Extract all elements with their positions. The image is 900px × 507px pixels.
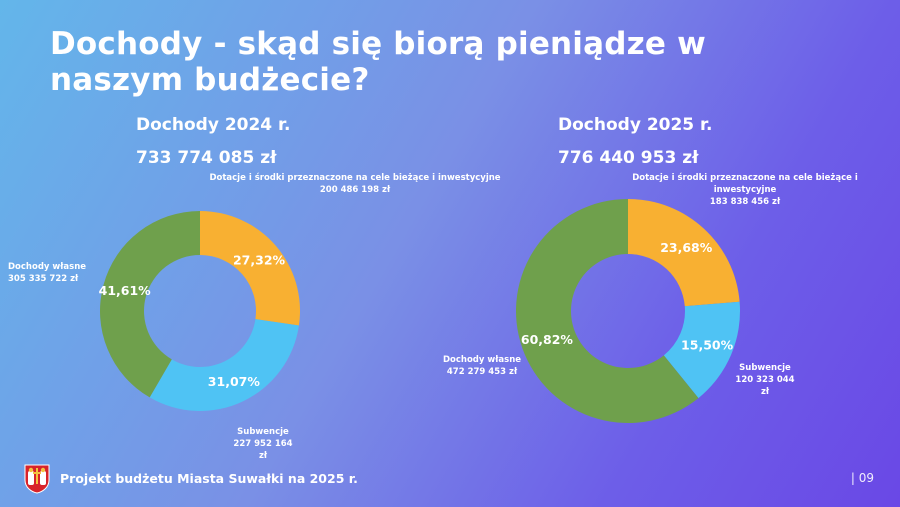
label-name: Dotacje i środki przeznaczone na cele bi… bbox=[209, 173, 501, 183]
donut-slice-wlasne bbox=[99, 211, 200, 398]
chart-2025-title: Dochody 2025 r. bbox=[558, 115, 713, 135]
slice-percent-label-dotacje: 23,68% bbox=[660, 240, 713, 255]
label-amount: 305 335 722 zł bbox=[8, 274, 79, 284]
chart-2024-label-subwencje: Subwencje 227 952 164 zł bbox=[228, 426, 298, 462]
label-name: Subwencje bbox=[237, 427, 289, 437]
label-name: Subwencje bbox=[739, 363, 791, 373]
slice-percent-label-subwencje: 15,50% bbox=[681, 337, 734, 352]
label-name: Dochody własne bbox=[8, 262, 87, 272]
chart-2025-label-dotacje: Dotacje i środki przeznaczone na cele bi… bbox=[600, 172, 890, 208]
donut-slice-wlasne bbox=[516, 199, 699, 424]
slice-percent-label-dotacje: 27,32% bbox=[233, 253, 286, 268]
chart-2024-header: Dochody 2024 r. 733 774 085 zł bbox=[136, 114, 290, 169]
slice-percent-label-wlasne: 60,82% bbox=[521, 332, 574, 347]
page-title: Dochody - skąd się biorą pieniądze w nas… bbox=[50, 26, 706, 98]
label-amount: 472 279 453 zł bbox=[446, 367, 518, 377]
chart-2024-title: Dochody 2024 r. bbox=[136, 115, 291, 135]
page-number: | 09 bbox=[850, 471, 874, 485]
city-crest-logo bbox=[24, 464, 50, 494]
donut-slice-subwencje bbox=[663, 301, 740, 399]
chart-2025-total: 776 440 953 zł bbox=[558, 148, 699, 168]
donut-slice-subwencje bbox=[149, 319, 299, 412]
label-name: Dochody własne bbox=[442, 355, 522, 365]
donut-slice-dotacje bbox=[628, 199, 740, 307]
chart-2025-label-wlasne: Dochody własne 472 279 453 zł bbox=[432, 354, 532, 378]
chart-2024-label-wlasne: Dochody własne 305 335 722 zł bbox=[8, 261, 86, 285]
label-amount: 120 323 044 zł bbox=[735, 375, 795, 397]
donut-slice-dotacje bbox=[200, 211, 300, 326]
label-name: Dotacje i środki przeznaczone na cele bi… bbox=[632, 173, 858, 195]
slice-percent-label-subwencje: 31,07% bbox=[208, 374, 261, 389]
label-amount: 183 838 456 zł bbox=[709, 197, 781, 207]
chart-2025-label-subwencje: Subwencje 120 323 044 zł bbox=[730, 362, 800, 398]
label-amount: 200 486 198 zł bbox=[319, 185, 391, 195]
footer-text: Projekt budżetu Miasta Suwałki na 2025 r… bbox=[60, 471, 358, 486]
label-amount: 227 952 164 zł bbox=[233, 439, 293, 461]
slice-percent-label-wlasne: 41,61% bbox=[99, 283, 152, 298]
chart-2025-header: Dochody 2025 r. 776 440 953 zł bbox=[558, 114, 712, 169]
chart-2024-total: 733 774 085 zł bbox=[136, 148, 277, 168]
chart-2024-label-dotacje: Dotacje i środki przeznaczone na cele bi… bbox=[205, 172, 505, 196]
